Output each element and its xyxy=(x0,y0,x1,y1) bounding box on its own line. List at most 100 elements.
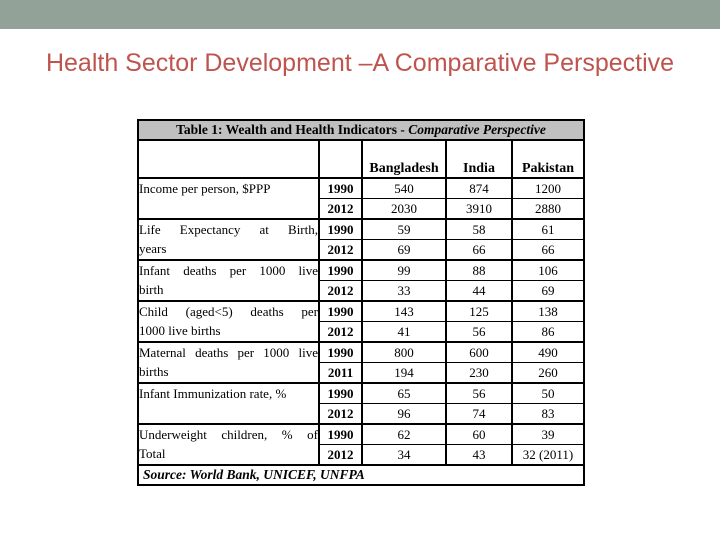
year-cell: 1990 xyxy=(318,259,363,281)
value-cell: 56 xyxy=(445,382,513,404)
value-cell: 86 xyxy=(511,321,585,343)
table-caption-row: Table 1: Wealth and Health Indicators - … xyxy=(137,119,585,141)
indicator-label-line: Underweight children, % of xyxy=(139,427,318,442)
table-row: 2012 96 74 83 xyxy=(138,403,585,425)
header-empty-year-cell xyxy=(318,139,363,179)
table-source-row: Source: World Bank, UNICEF, UNFPA xyxy=(137,464,585,486)
value-cell: 3910 xyxy=(445,198,513,220)
value-cell: 138 xyxy=(511,300,585,322)
value-cell: 66 xyxy=(445,239,513,261)
year-cell: 2011 xyxy=(318,362,363,384)
table-row: Infant deaths per 1000 live birth 1990 99 88… xyxy=(137,259,585,302)
table-row: Income per person, $PPP 1990 540 874 1200 xyxy=(137,177,585,220)
header-empty-indicator-cell xyxy=(137,139,320,179)
table-row: Life Expectancy at Birth, years 1990 59 58 61 xyxy=(137,218,585,261)
table-row: 2012 41 56 86 xyxy=(138,321,585,343)
year-cell: 2012 xyxy=(318,444,363,466)
value-cell: 56 xyxy=(445,321,513,343)
year-cell: 1990 xyxy=(318,423,363,445)
table-row: 2012 33 44 69 xyxy=(138,280,585,302)
header-band xyxy=(0,0,720,29)
indicator-label-line: Infant deaths per 1000 live xyxy=(139,263,318,278)
indicator-label-line: years xyxy=(139,241,167,256)
value-cell: 83 xyxy=(511,403,585,425)
year-cell: 1990 xyxy=(318,382,363,404)
indicator-label-line: Life Expectancy at Birth, xyxy=(139,222,318,237)
value-cell: 58 xyxy=(445,218,513,240)
table-row: Child (aged<5) deaths per 1000 live birth… xyxy=(137,300,585,343)
year-cell: 1990 xyxy=(318,300,363,322)
indicator-label-line: Income per person, $PPP xyxy=(139,181,271,196)
value-cell: 2030 xyxy=(361,198,447,220)
value-cell: 99 xyxy=(361,259,447,281)
column-header-india: India xyxy=(445,139,513,179)
indicator-label-line: Total xyxy=(139,446,166,461)
indicator-label: Maternal deaths per 1000 live births xyxy=(137,341,320,384)
value-cell: 39 xyxy=(511,423,585,445)
year-cell: 2012 xyxy=(318,239,363,261)
value-cell: 62 xyxy=(361,423,447,445)
slide-title: Health Sector Development –A Comparative… xyxy=(45,49,675,77)
year-cell: 1990 xyxy=(318,177,363,199)
value-cell: 1200 xyxy=(511,177,585,199)
value-cell: 32 (2011) xyxy=(511,444,585,466)
column-header-row: Bangladesh India Pakistan xyxy=(137,139,585,179)
value-cell: 96 xyxy=(361,403,447,425)
indicator-label-line: births xyxy=(139,364,169,379)
table-row: Maternal deaths per 1000 live births 1990 8… xyxy=(137,341,585,384)
table-row: Infant Immunization rate, % 1990 65 56 50 xyxy=(137,382,585,425)
year-cell: 2012 xyxy=(318,280,363,302)
indicators-table: Table 1: Wealth and Health Indicators - … xyxy=(137,119,585,486)
value-cell: 230 xyxy=(445,362,513,384)
indicator-label-line: birth xyxy=(139,282,164,297)
indicator-label-line: Child (aged<5) deaths per xyxy=(139,304,318,319)
value-cell: 88 xyxy=(445,259,513,281)
year-cell: 1990 xyxy=(318,341,363,363)
year-cell: 1990 xyxy=(318,218,363,240)
indicator-label: Income per person, $PPP xyxy=(137,177,320,220)
value-cell: 69 xyxy=(511,280,585,302)
year-cell: 2012 xyxy=(318,321,363,343)
column-header-bangladesh: Bangladesh xyxy=(361,139,447,179)
value-cell: 600 xyxy=(445,341,513,363)
year-cell: 2012 xyxy=(318,198,363,220)
value-cell: 540 xyxy=(361,177,447,199)
value-cell: 490 xyxy=(511,341,585,363)
indicator-label: Infant Immunization rate, % xyxy=(137,382,320,425)
value-cell: 60 xyxy=(445,423,513,445)
value-cell: 74 xyxy=(445,403,513,425)
value-cell: 66 xyxy=(511,239,585,261)
value-cell: 61 xyxy=(511,218,585,240)
value-cell: 125 xyxy=(445,300,513,322)
value-cell: 41 xyxy=(361,321,447,343)
indicator-label: Child (aged<5) deaths per 1000 live birth… xyxy=(137,300,320,343)
indicator-label: Underweight children, % of Total xyxy=(137,423,320,466)
table-caption-text: Table 1: Wealth and Health Indicators - xyxy=(176,122,409,137)
value-cell: 800 xyxy=(361,341,447,363)
value-cell: 106 xyxy=(511,259,585,281)
table-caption-italic-text: Comparative Perspective xyxy=(408,122,546,137)
value-cell: 33 xyxy=(361,280,447,302)
value-cell: 65 xyxy=(361,382,447,404)
table-caption: Table 1: Wealth and Health Indicators - … xyxy=(137,119,585,141)
value-cell: 260 xyxy=(511,362,585,384)
table-row: 2011 194 230 260 xyxy=(138,362,585,384)
indicator-label-line: 1000 live births xyxy=(139,323,221,338)
value-cell: 43 xyxy=(445,444,513,466)
value-cell: 194 xyxy=(361,362,447,384)
year-cell: 2012 xyxy=(318,403,363,425)
value-cell: 2880 xyxy=(511,198,585,220)
value-cell: 69 xyxy=(361,239,447,261)
value-cell: 143 xyxy=(361,300,447,322)
value-cell: 59 xyxy=(361,218,447,240)
table-source: Source: World Bank, UNICEF, UNFPA xyxy=(137,464,585,486)
column-header-pakistan: Pakistan xyxy=(511,139,585,179)
value-cell: 44 xyxy=(445,280,513,302)
value-cell: 50 xyxy=(511,382,585,404)
indicator-label: Infant deaths per 1000 live birth xyxy=(137,259,320,302)
value-cell: 874 xyxy=(445,177,513,199)
table-row: Underweight children, % of Total 1990 62 60 3… xyxy=(137,423,585,466)
indicator-label-line: Maternal deaths per 1000 live xyxy=(139,345,318,360)
indicator-label: Life Expectancy at Birth, years xyxy=(137,218,320,261)
